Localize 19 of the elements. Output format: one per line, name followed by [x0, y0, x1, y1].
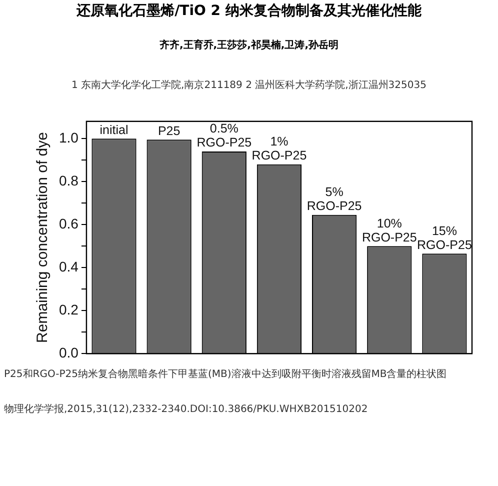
y-tick-label: 0.2 — [58, 301, 79, 318]
x-tick-label: 10% RGO-P25 — [362, 216, 417, 244]
y-tick-label: 0.4 — [58, 258, 79, 274]
x-tick-label: 1% RGO-P25 — [252, 134, 307, 163]
y-tick-label: 0.0 — [58, 344, 79, 360]
text: 物理化学学报,2015,31(12),2332-2340.DOI:10.3866/PKU.WHXB201510202 — [4, 402, 369, 416]
text: 1 东南大学化学化工学院,南京211189 2 温州医科大学药学院,浙江温州325035 — [70, 78, 428, 92]
y-tick-label: 0.6 — [58, 215, 79, 232]
chart-subtitle: 齐齐,王育乔,王莎莎,祁昊楠,卫涛,孙岳明 — [158, 38, 340, 52]
y-axis-title: Remaining concentration of dye — [34, 132, 52, 343]
chart-title: 还原氧化石墨烯/TiO 2 纳米复合物制备及其光催化性能 — [76, 2, 422, 20]
x-tick-label: 0.5% RGO-P25 — [196, 122, 252, 150]
x-tick-label: 15% RGO-P25 — [417, 224, 472, 252]
x-tick-label: P25 — [158, 124, 180, 138]
y-tick-label: 1.0 — [58, 129, 79, 146]
x-tick-label: 5% RGO-P25 — [306, 185, 362, 214]
text: P25和RGO-P25纳米复合物黑暗条件下甲基蓝(MB)溶液中达到吸附平衡时溶液残留MB含量的柱状图 — [4, 368, 448, 381]
x-tick-label: initial — [100, 122, 128, 137]
y-tick-label: 0.8 — [58, 172, 79, 188]
